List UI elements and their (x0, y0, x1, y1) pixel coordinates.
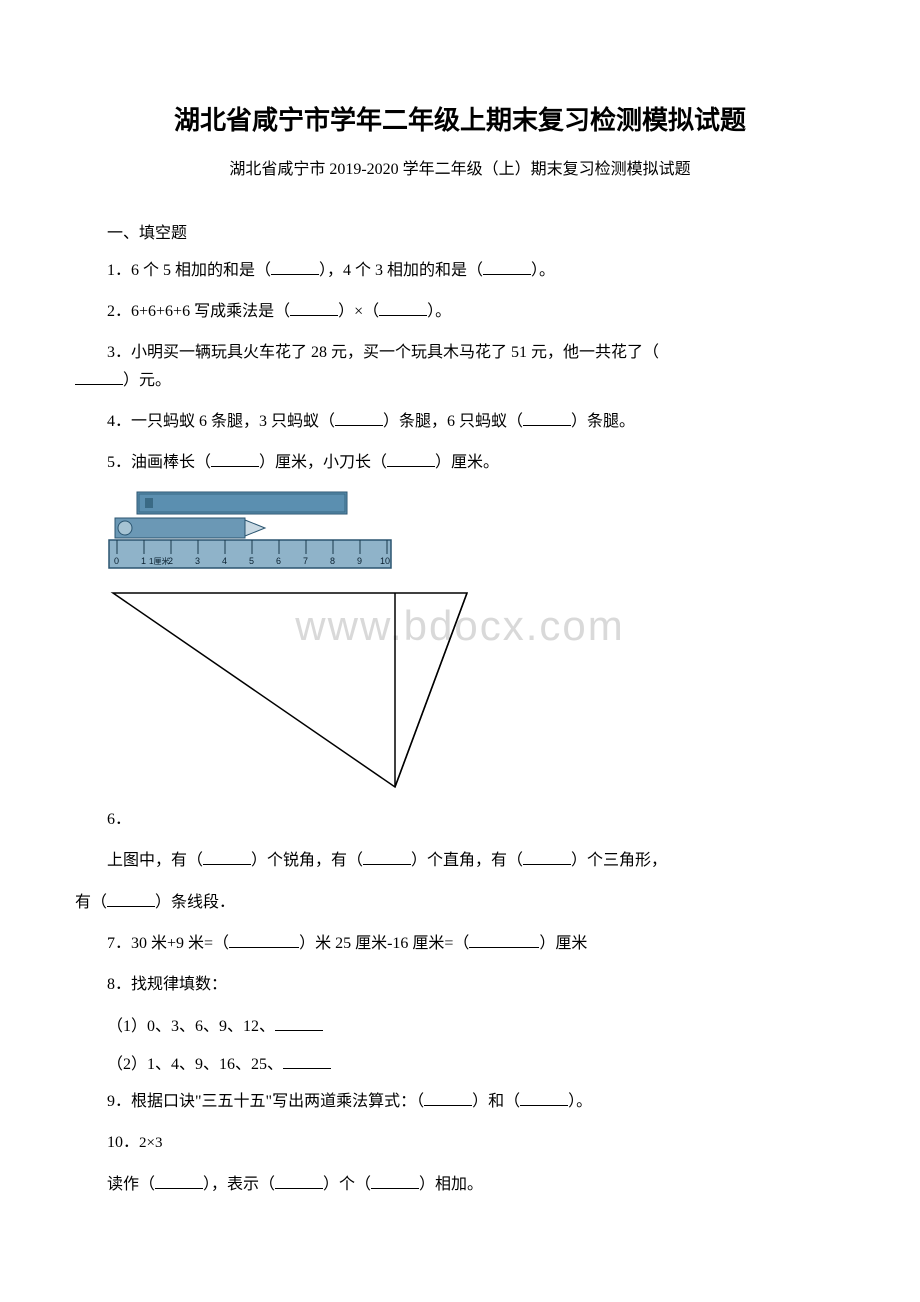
q8-1-text: （1）0、3、6、9、12、 (107, 1018, 275, 1035)
question-3: 3．小明买一辆玩具火车花了 28 元，买一个玩具木马花了 51 元，他一共花了（… (75, 339, 845, 393)
q4-text-a: 4．一只蚂蚁 6 条腿，3 只蚂蚁（ (107, 413, 335, 430)
svg-text:6: 6 (276, 556, 281, 566)
blank (211, 451, 259, 467)
blank (363, 849, 411, 865)
q4-text-c: ）条腿。 (571, 413, 635, 430)
blank (523, 849, 571, 865)
q10-expression: 2×3 (139, 1135, 162, 1151)
question-1: 1．6 个 5 相加的和是（ ），4 个 3 相加的和是（ ）。 (75, 257, 845, 284)
section-1-header: 一、填空题 (75, 219, 845, 243)
blank (75, 369, 123, 385)
q7-text-b: ）米 25 厘米-16 厘米=（ (299, 935, 469, 952)
document-content: 湖北省咸宁市学年二年级上期末复习检测模拟试题 湖北省咸宁市 2019-2020 … (75, 100, 845, 1198)
blank (379, 300, 427, 316)
q10-text-b: ），表示（ (203, 1176, 275, 1193)
q10-text-c: ）个（ (323, 1176, 371, 1193)
document-subtitle: 湖北省咸宁市 2019-2020 学年二年级（上）期末复习检测模拟试题 (75, 155, 845, 179)
q9-text-c: ）。 (568, 1093, 592, 1110)
question-8: 8．找规律填数： (75, 971, 845, 998)
blank (290, 300, 338, 316)
q10-text-a: 读作（ (107, 1176, 155, 1193)
q6-text-b: ）个锐角，有（ (251, 852, 363, 869)
question-9: 9．根据口诀"三五十五"写出两道乘法算式：（ ）和（ ）。 (75, 1088, 845, 1115)
blank (523, 410, 571, 426)
blank (335, 410, 383, 426)
blank (203, 849, 251, 865)
q10-num-text: 10． (107, 1134, 139, 1151)
ruler-figure: 0 1 1厘米 2 3 4 5 6 7 8 9 10 (107, 490, 845, 577)
blank (387, 451, 435, 467)
ruler-svg: 0 1 1厘米 2 3 4 5 6 7 8 9 10 (107, 490, 397, 572)
q2-text-a: 2．6+6+6+6 写成乘法是（ (107, 303, 290, 320)
q7-text-c: ）厘米 (539, 935, 587, 952)
blank (275, 1173, 323, 1189)
blank (424, 1090, 472, 1106)
question-6-line1: 上图中，有（ ）个锐角，有（ ）个直角，有（ ）个三角形， (75, 847, 845, 874)
question-6-line2: 有（ ）条线段． (75, 889, 845, 916)
svg-text:9: 9 (357, 556, 362, 566)
question-5: 5．油画棒长（ ）厘米，小刀长（ ）厘米。 (75, 449, 845, 476)
q1-text-b: ），4 个 3 相加的和是（ (319, 262, 483, 279)
question-6-number: 6． (75, 806, 845, 833)
question-8-1: （1）0、3、6、9、12、 (75, 1012, 845, 1036)
q4-text-b: ）条腿，6 只蚂蚁（ (383, 413, 523, 430)
q9-text-a: 9．根据口诀"三五十五"写出两道乘法算式：（ (107, 1093, 424, 1110)
svg-text:5: 5 (249, 556, 254, 566)
q2-text-c: ）。 (427, 303, 451, 320)
blank (271, 259, 319, 275)
q5-text-c: ）厘米。 (435, 454, 499, 471)
svg-text:3: 3 (195, 556, 200, 566)
question-7: 7．30 米+9 米=（ ）米 25 厘米-16 厘米=（ ）厘米 (75, 930, 845, 957)
q10-text-d: ）相加。 (419, 1176, 483, 1193)
blank (520, 1090, 568, 1106)
q5-text-a: 5．油画棒长（ (107, 454, 211, 471)
svg-text:1厘米: 1厘米 (149, 556, 169, 566)
question-2: 2．6+6+6+6 写成乘法是（ ）×（ ）。 (75, 298, 845, 325)
blank (155, 1173, 203, 1189)
triangle-figure (107, 587, 845, 802)
q7-text-a: 7．30 米+9 米=（ (107, 935, 229, 952)
q6-text-a: 上图中，有（ (75, 847, 203, 874)
svg-text:4: 4 (222, 556, 227, 566)
svg-text:1: 1 (141, 556, 146, 566)
q5-text-b: ）厘米，小刀长（ (259, 454, 387, 471)
q8-2-text: （2）1、4、9、16、25、 (107, 1056, 283, 1073)
svg-text:10: 10 (380, 556, 390, 566)
q2-text-b: ）×（ (338, 303, 379, 320)
svg-text:0: 0 (114, 556, 119, 566)
blank (483, 259, 531, 275)
q6-text-e: 有（ (75, 894, 107, 911)
q3-text-b: ）元。 (123, 372, 171, 389)
q6-text-c: ）个直角，有（ (411, 852, 523, 869)
svg-text:2: 2 (168, 556, 173, 566)
question-4: 4．一只蚂蚁 6 条腿，3 只蚂蚁（ ）条腿，6 只蚂蚁（ ）条腿。 (75, 408, 845, 435)
svg-text:7: 7 (303, 556, 308, 566)
q1-text-c: ）。 (531, 262, 555, 279)
blank (283, 1053, 331, 1069)
question-10-line: 读作（ ），表示（ ）个（ ）相加。 (75, 1171, 845, 1198)
blank (275, 1015, 323, 1031)
blank (469, 932, 539, 948)
document-title: 湖北省咸宁市学年二年级上期末复习检测模拟试题 (75, 100, 845, 137)
q6-text-d: ）个三角形， (571, 852, 667, 869)
question-10-num: 10．2×3 (75, 1129, 845, 1157)
blank (371, 1173, 419, 1189)
blank (229, 932, 299, 948)
blank (107, 891, 155, 907)
triangle-svg (107, 587, 477, 797)
q6-text-f: ）条线段． (155, 894, 235, 911)
q9-text-b: ）和（ (472, 1093, 520, 1110)
svg-text:8: 8 (330, 556, 335, 566)
question-8-2: （2）1、4、9、16、25、 (75, 1050, 845, 1074)
q1-text-a: 1．6 个 5 相加的和是（ (107, 262, 271, 279)
q3-text-a: 3．小明买一辆玩具火车花了 28 元，买一个玩具木马花了 51 元，他一共花了（ (75, 339, 659, 366)
